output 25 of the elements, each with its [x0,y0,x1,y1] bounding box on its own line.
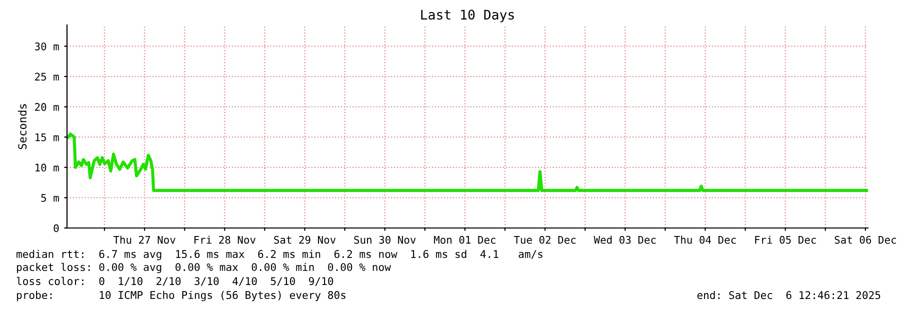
text: end: Sat Dec 6 12:46:21 2025 [697,290,880,300]
y-tick-label: 25 m [35,72,59,81]
text: median rtt: 6.7 ms avg 15.6 ms max 6.2 ms min 6.2 ms now 1.6 ms sd 4.1 am/s [16,250,542,260]
y-tick-label: 0 [54,224,59,232]
x-tick-label: Sat 29 Nov [274,236,336,244]
y-tick-label: 30 m [34,42,59,50]
x-tick-label: Thu 27 Nov [113,236,176,244]
y-axis-title: Seconds [18,104,27,150]
text: packet loss: 0.00 % avg 0.00 % max 0.00 % min 0.00 % now [16,262,391,274]
x-tick-label: Thu 04 Dec [674,236,736,244]
x-tick-label: Tue 02 Dec [514,236,576,244]
y-tick-label: 15 m [36,133,59,142]
text: probe: 10 ICMP Echo Pings (56 Bytes) every 80s [16,290,346,302]
x-tick-label: Sat 06 Dec [834,236,896,244]
x-tick-label: Sun 30 Nov [354,236,416,244]
x-tick-label: Fri 28 Nov [194,236,256,244]
line-series [67,132,868,192]
y-tick-label: 20 m [35,103,59,111]
text: loss color: 0 1/10 2/10 3/10 4/10 5/10 9/10 [16,276,334,286]
x-tick-label: Fri 05 Dec [755,236,816,244]
y-tick-label: 5 m [41,194,59,202]
x-tick-label: Wed 03 Dec [594,236,656,244]
x-tick-label: Mon 01 Dec [434,236,496,244]
chart-title: Last 10 Days [421,10,514,22]
y-tick-label: 10 m [36,164,59,172]
